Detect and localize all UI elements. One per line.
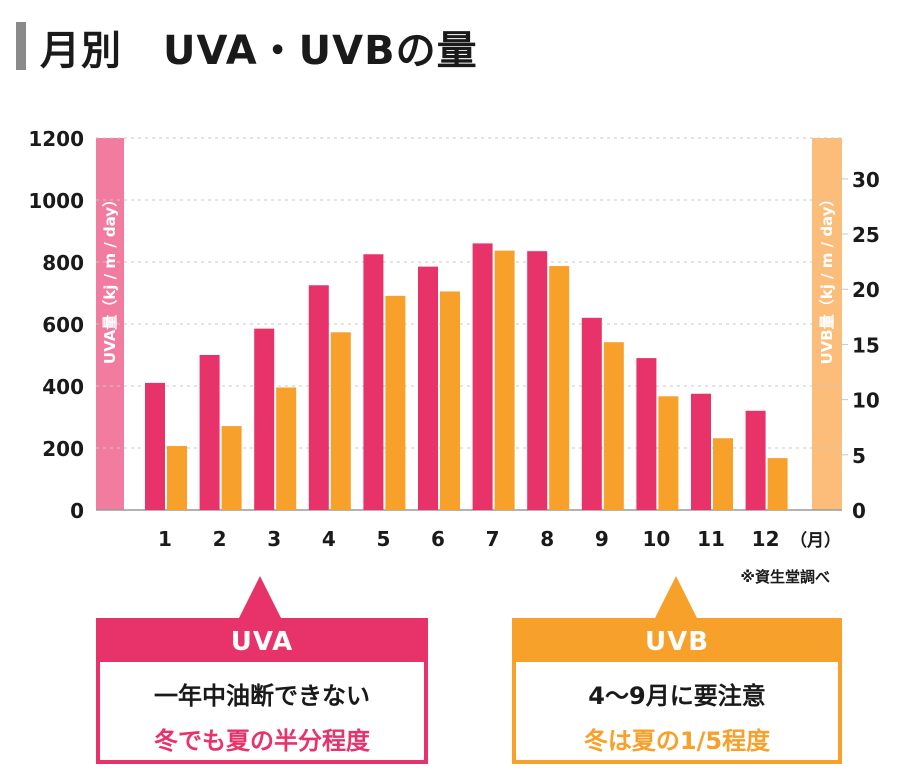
left-axis-tick-label: 200 (42, 437, 84, 461)
x-axis-tick-label: 11 (697, 527, 725, 551)
uvb-bar (440, 291, 460, 510)
uva-bar (745, 410, 766, 510)
uva-bar (527, 251, 548, 510)
x-axis-tick-label: 9 (595, 527, 609, 551)
uva-callout: UVA 一年中油断できない 冬でも夏の半分程度 (96, 618, 428, 764)
uva-callout-line1: 一年中油断できない (154, 682, 370, 710)
uvb-bar (167, 445, 187, 510)
x-axis-unit-label: （月） (790, 530, 841, 551)
uvb-callout: UVB 4〜9月に要注意 冬は夏の1/5程度 (512, 618, 842, 764)
uva-bar (199, 355, 220, 510)
right-axis-tick-label: 25 (852, 223, 880, 247)
uva-bar (472, 243, 493, 510)
uvb-bar (330, 332, 351, 510)
right-axis-tick-label: 20 (852, 278, 880, 302)
uva-bar (636, 358, 657, 510)
uva-bar (691, 393, 711, 510)
uvb-bar (276, 387, 297, 510)
uva-bar (254, 328, 275, 510)
left-axis-tick-label: 1200 (28, 127, 84, 151)
x-axis-tick-label: 4 (322, 527, 336, 551)
uvb-bar (767, 458, 788, 510)
right-axis-label: UVB量（kj / m / day） (818, 192, 836, 365)
right-axis-tick-label: 15 (852, 333, 880, 357)
uvb-bar (549, 266, 570, 510)
right-axis-tick-label: 10 (852, 389, 880, 413)
uva-callout-line2: 冬でも夏の半分程度 (154, 727, 370, 755)
uvb-callout-title: UVB (516, 622, 838, 662)
uva-bar (308, 285, 329, 510)
uva-bar (145, 382, 165, 510)
uv-monthly-chart: 020040060080010001200051015202530UVA量（kj… (28, 127, 880, 586)
uva-callout-pointer (238, 576, 282, 620)
title-accent-bar (16, 22, 26, 70)
x-axis-tick-label: 12 (752, 527, 780, 551)
uva-bar (581, 317, 602, 510)
uvb-bar (494, 250, 515, 510)
right-axis-tick-label: 30 (852, 168, 880, 192)
uvb-callout-pointer (654, 576, 698, 620)
uvb-bar (385, 295, 406, 510)
uva-bar (363, 254, 384, 510)
source-note: ※資生堂調べ (740, 568, 830, 586)
x-axis-tick-label: 6 (431, 527, 445, 551)
left-axis-tick-label: 400 (42, 375, 84, 399)
x-axis-tick-label: 7 (486, 527, 500, 551)
uvb-bar (221, 426, 242, 510)
left-axis-tick-label: 800 (42, 251, 84, 275)
uvb-bar (658, 396, 679, 510)
page-title: 月別 UVA・UVBの量 (40, 28, 478, 74)
x-axis-tick-label: 1 (158, 527, 172, 551)
uvb-bar (603, 342, 624, 510)
uvb-callout-line2: 冬は夏の1/5程度 (583, 727, 771, 755)
x-axis-tick-label: 3 (267, 527, 281, 551)
left-axis-tick-label: 1000 (28, 189, 84, 213)
uva-callout-title: UVA (100, 622, 424, 662)
x-axis-tick-label: 8 (540, 527, 554, 551)
left-axis-label: UVA量（kj / m / day） (101, 192, 119, 364)
x-axis-tick-label: 10 (642, 527, 670, 551)
right-axis-tick-label: 0 (852, 499, 866, 523)
left-axis-tick-label: 0 (70, 499, 84, 523)
uvb-bar (713, 438, 733, 510)
right-axis-tick-label: 5 (852, 444, 866, 468)
x-axis-tick-label: 5 (376, 527, 390, 551)
left-axis-tick-label: 600 (42, 313, 84, 337)
x-axis-tick-label: 2 (213, 527, 227, 551)
uvb-callout-line1: 4〜9月に要注意 (588, 682, 766, 710)
uva-bar (418, 266, 438, 510)
